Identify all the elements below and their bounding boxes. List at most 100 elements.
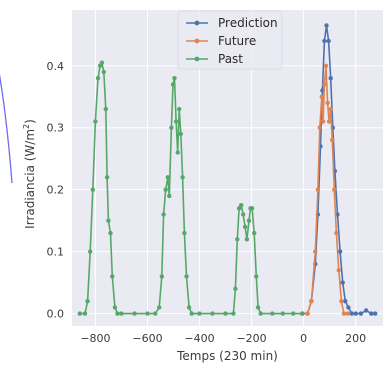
data-point	[335, 212, 340, 217]
data-point	[328, 76, 333, 81]
data-point	[159, 274, 164, 279]
data-point	[320, 119, 326, 124]
legend-marker	[194, 56, 200, 62]
data-point	[353, 311, 358, 316]
series-layer	[77, 23, 378, 316]
x-tick-label: −200	[236, 332, 266, 345]
data-point	[170, 82, 176, 87]
data-point	[85, 299, 90, 304]
data-point	[153, 311, 158, 316]
x-axis-label: Temps (230 min)	[176, 349, 278, 363]
data-point	[90, 187, 96, 192]
data-point	[163, 187, 168, 192]
data-point	[104, 175, 110, 180]
data-point	[349, 311, 354, 316]
data-point	[322, 38, 327, 44]
data-point	[88, 249, 93, 254]
y-axis-label-main: Irradiancia (W/m	[23, 129, 37, 229]
data-point	[189, 311, 194, 316]
data-point	[108, 230, 113, 236]
data-point	[93, 119, 98, 124]
data-point	[178, 131, 183, 137]
data-point	[184, 274, 189, 279]
series-line-future	[302, 65, 348, 315]
data-point	[132, 311, 137, 316]
data-point	[239, 203, 244, 208]
data-point	[231, 311, 236, 316]
y-tick-labels: 0.0 0.1 0.2 0.3 0.4	[47, 60, 65, 321]
series-future	[300, 63, 351, 316]
x-tick-label: −400	[184, 332, 214, 345]
data-point	[252, 230, 257, 236]
legend: Prediction Future Past	[177, 10, 283, 70]
data-point	[358, 311, 364, 316]
data-point	[182, 230, 187, 236]
y-tick-label: 0.0	[47, 308, 65, 321]
x-tick-label: −600	[132, 332, 162, 345]
x-tick-label: −800	[80, 332, 110, 345]
data-point	[322, 82, 327, 87]
data-point	[242, 224, 248, 230]
data-point	[317, 125, 322, 130]
data-point	[336, 268, 341, 273]
data-point	[169, 125, 174, 130]
x-tick-labels: −800 −600 −400 −200 0 200	[80, 332, 366, 345]
data-point	[157, 305, 162, 310]
data-point	[291, 311, 296, 316]
data-point	[300, 311, 305, 316]
data-point	[323, 63, 329, 68]
data-point	[173, 119, 179, 124]
data-point	[280, 311, 285, 316]
data-point	[305, 311, 310, 316]
data-point	[319, 94, 324, 99]
data-point	[112, 305, 118, 310]
data-point	[343, 299, 348, 304]
data-point	[82, 311, 88, 316]
data-point	[172, 76, 177, 81]
data-point	[115, 311, 120, 316]
data-point	[119, 311, 124, 316]
data-point	[324, 23, 329, 28]
legend-item-past: Past	[186, 52, 243, 66]
data-point	[197, 311, 202, 316]
y-axis-label: Irradiancia (W/m2)	[22, 119, 37, 229]
data-point	[325, 100, 330, 106]
data-point	[373, 311, 378, 316]
data-point	[167, 193, 172, 199]
legend-label: Future	[218, 34, 256, 48]
data-point	[334, 230, 339, 236]
data-point	[313, 249, 318, 254]
legend-label: Prediction	[218, 16, 278, 30]
data-point	[110, 274, 115, 279]
data-point	[103, 106, 109, 112]
data-point	[177, 106, 182, 112]
data-point	[175, 150, 180, 155]
data-point	[315, 187, 321, 192]
data-point	[180, 175, 185, 180]
data-point	[326, 38, 331, 44]
data-point	[235, 237, 240, 242]
data-point	[258, 311, 263, 316]
data-point	[186, 305, 192, 310]
data-point	[241, 212, 246, 217]
legend-box	[177, 10, 283, 70]
data-point	[210, 311, 215, 316]
data-point	[270, 311, 275, 316]
data-point	[145, 311, 150, 316]
x-tick-label: 0	[300, 332, 307, 345]
data-point	[340, 280, 345, 285]
data-point	[161, 212, 166, 217]
legend-item-future: Future	[186, 34, 256, 48]
data-point	[337, 249, 343, 254]
data-point	[249, 206, 255, 211]
legend-marker	[194, 20, 200, 26]
data-point	[369, 311, 374, 316]
data-point	[254, 274, 259, 279]
data-point	[345, 311, 351, 316]
data-point	[363, 308, 369, 313]
data-point	[223, 311, 228, 316]
data-point	[326, 119, 332, 124]
data-point	[106, 218, 111, 223]
legend-item-prediction: Prediction	[186, 16, 278, 30]
